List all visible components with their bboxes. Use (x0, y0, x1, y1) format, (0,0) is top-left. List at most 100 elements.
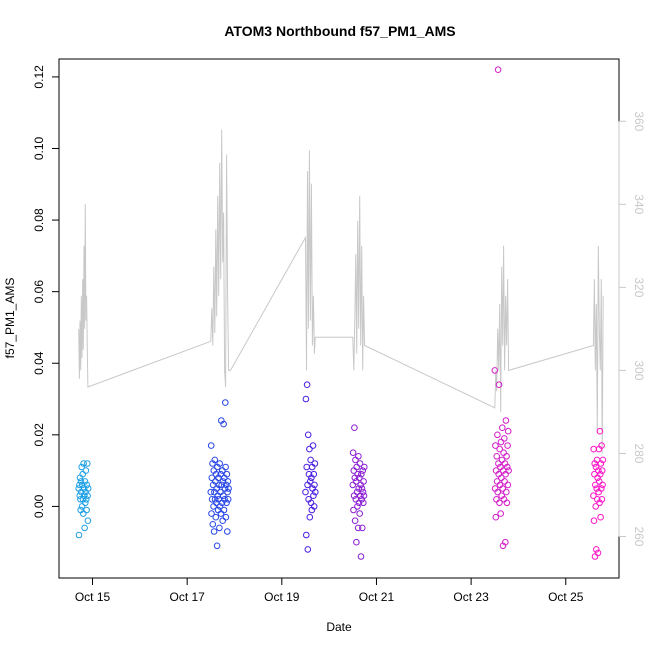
data-point (311, 460, 319, 467)
data-point (80, 510, 87, 517)
data-point (503, 453, 510, 460)
y2-tick-label: 320 (632, 277, 646, 297)
data-point (495, 460, 502, 467)
data-point (598, 485, 605, 492)
data-point (502, 538, 509, 546)
data-point (75, 531, 83, 539)
data-point (76, 492, 83, 500)
data-point (495, 381, 503, 389)
data-point (312, 488, 319, 496)
data-point (592, 481, 599, 489)
data-point (494, 488, 502, 496)
data-point (352, 478, 360, 485)
data-point (304, 546, 312, 553)
data-point (504, 442, 511, 449)
y-tick-label: 0.02 (32, 423, 46, 447)
x-tick-label: Oct 15 (75, 590, 111, 604)
data-point (309, 442, 317, 449)
data-point (223, 470, 231, 478)
x-tick-label: Oct 19 (264, 590, 300, 604)
data-point (84, 517, 92, 525)
data-point (493, 496, 500, 503)
data-point (504, 463, 511, 471)
data-point (83, 506, 90, 514)
data-point (310, 492, 317, 500)
data-point (491, 367, 499, 374)
data-point (311, 481, 318, 489)
data-point (590, 517, 598, 525)
data-point (500, 449, 507, 457)
y2-tick-label: 300 (632, 360, 646, 380)
data-point (350, 506, 357, 514)
data-point (358, 470, 365, 478)
data-point (353, 538, 360, 546)
data-point (358, 485, 366, 492)
data-point (503, 488, 510, 496)
data-point (499, 424, 506, 432)
data-point (216, 460, 223, 467)
data-point (599, 481, 606, 489)
data-point (302, 488, 309, 496)
right-axis: 260 280 300 320 340 360 (618, 111, 646, 547)
data-point (503, 499, 511, 507)
x-axis: Oct 15 Oct 17 Oct 19 Oct 21 Oct 23 Oct 25 (75, 577, 584, 604)
data-point (590, 492, 597, 500)
data-point (302, 395, 310, 403)
y-axis-label: f57_PM1_AMS (3, 278, 17, 359)
y-tick-label: 0.10 (32, 136, 46, 160)
data-point (505, 467, 512, 474)
data-point (211, 456, 219, 464)
data-point (208, 510, 215, 517)
data-point (306, 445, 313, 453)
data-point (356, 510, 364, 517)
data-point (591, 553, 599, 560)
data-point (77, 478, 85, 485)
data-point (351, 517, 359, 525)
data-point (501, 435, 508, 442)
data-point (349, 449, 357, 457)
data-point (598, 496, 606, 503)
data-point (223, 499, 230, 507)
data-point (357, 553, 365, 560)
data-point (224, 488, 231, 496)
data-point (504, 481, 512, 489)
data-point (310, 503, 318, 510)
data-point (221, 496, 228, 503)
data-point (596, 427, 604, 435)
data-point (84, 492, 91, 500)
data-point (80, 460, 87, 467)
data-point (222, 513, 230, 521)
secondary-series-line (78, 129, 604, 454)
y2-tick-label: 340 (632, 194, 646, 214)
data-point (497, 438, 505, 446)
data-point (597, 460, 605, 467)
data-point (220, 420, 227, 428)
data-point (494, 431, 501, 439)
x-tick-label: Oct 21 (359, 590, 395, 604)
data-point (222, 399, 229, 406)
data-point (216, 524, 223, 532)
data-point (78, 463, 85, 471)
data-point (222, 463, 229, 471)
data-point (595, 467, 602, 474)
data-point (359, 467, 367, 474)
data-point (353, 463, 361, 471)
data-point (218, 481, 225, 489)
data-point (493, 453, 501, 460)
data-point (224, 478, 232, 485)
data-point (217, 470, 224, 478)
data-point (496, 445, 504, 453)
data-point (224, 496, 232, 503)
data-point (492, 513, 500, 521)
data-point (349, 481, 357, 489)
data-point (496, 499, 503, 507)
data-point (355, 453, 362, 460)
data-point (83, 481, 91, 489)
data-point (303, 531, 310, 539)
data-point (360, 499, 367, 507)
data-point (597, 513, 604, 521)
y-tick-label: 0.00 (32, 494, 46, 518)
data-point (208, 474, 216, 482)
x-tick-label: Oct 17 (169, 590, 205, 604)
